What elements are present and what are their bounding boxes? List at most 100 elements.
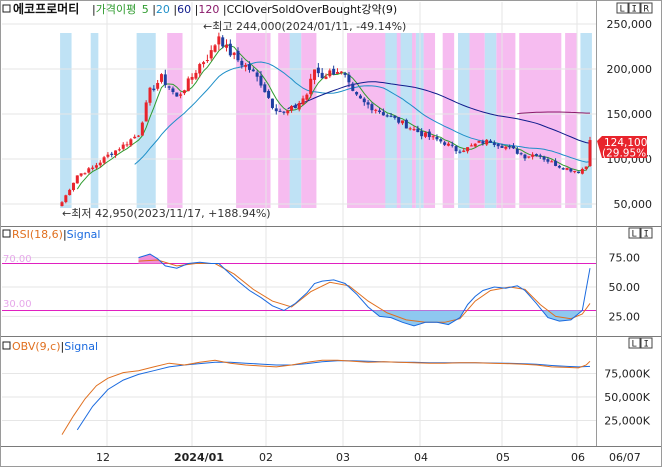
obv-y-tick-label: 50,000K — [604, 391, 650, 404]
rsi-line — [138, 253, 591, 327]
candle-body — [401, 120, 405, 124]
rsi-panel — [2, 253, 596, 327]
candle-body — [179, 94, 183, 96]
candle-body — [225, 44, 229, 48]
candle-body — [492, 142, 496, 145]
candle-body — [186, 78, 190, 92]
candle-body — [584, 166, 588, 169]
rsi-legend-label: RSI(18,6) — [12, 228, 63, 241]
rsi-signal-line — [138, 259, 591, 323]
candle-body — [519, 153, 523, 155]
candle-body — [489, 140, 493, 143]
oversold-zone-band — [484, 33, 497, 208]
candle-body — [102, 157, 106, 163]
overbought-zone-band — [423, 33, 436, 208]
obv-panel-controls: L I — [628, 337, 653, 350]
candle-body — [60, 202, 64, 206]
candle-body — [282, 111, 286, 113]
candle-body — [301, 98, 305, 105]
candle-body — [129, 139, 133, 146]
overbought-zone-band — [565, 33, 577, 208]
price-ctrl-button-l[interactable]: L — [616, 2, 629, 15]
candle-body — [156, 82, 160, 89]
candle-body — [466, 147, 470, 152]
legend-cci-label: CCIOverSoldOverBought강약(9) — [227, 2, 398, 16]
candle-body — [240, 60, 244, 66]
x-tick-label: 04 — [414, 451, 428, 464]
price-ctrl-button-i[interactable]: I — [628, 2, 641, 15]
candle-body — [175, 92, 179, 97]
legend-ma20-label: 20 — [156, 3, 170, 16]
candle-body — [309, 78, 313, 95]
obv-ctrl-button-i[interactable]: I — [640, 337, 653, 350]
candle-body — [435, 136, 439, 140]
candle-body — [251, 69, 255, 72]
rsi-level-70-label: 70.00 — [3, 254, 32, 265]
oversold-zone-band — [289, 33, 302, 208]
candle-body — [114, 150, 118, 156]
current-price-tag: 124,100 (29.95%) — [597, 136, 650, 160]
candle-body — [79, 173, 83, 176]
price-tag-change: (29.95%) — [602, 148, 650, 160]
candle-body — [209, 50, 213, 59]
candle-body — [378, 110, 382, 112]
rsi-ctrl-button-i[interactable]: I — [640, 227, 653, 240]
candle-body — [370, 104, 374, 111]
rsi-panel-controls: L I — [628, 227, 653, 240]
candle-body — [531, 154, 535, 157]
x-tick-label: 05 — [496, 451, 510, 464]
candle-body — [362, 98, 366, 103]
candle-body — [504, 146, 508, 149]
candle-body — [458, 151, 462, 153]
candle-body — [247, 64, 251, 70]
candle-body — [293, 105, 297, 109]
oversold-zone-band — [385, 33, 397, 208]
candle-body — [144, 102, 148, 122]
candle-body — [171, 88, 175, 93]
rsi-ctrl-button-l[interactable]: L — [628, 227, 641, 240]
price-ctrl-button-r[interactable]: R — [640, 2, 653, 15]
obv-signal-legend-label: Signal — [64, 340, 98, 353]
candle-body — [332, 68, 336, 75]
candle-body — [554, 160, 558, 166]
candle-body — [110, 153, 114, 155]
candle-body — [83, 173, 87, 175]
oversold-zone-band — [458, 33, 470, 208]
candle-body — [64, 195, 68, 202]
candle-body — [71, 182, 75, 191]
ma60-line — [287, 81, 591, 144]
legend-ma5-label: 5 — [142, 3, 149, 16]
candle-body — [217, 36, 221, 45]
overbought-zone-band — [496, 33, 516, 208]
candle-body — [259, 75, 263, 86]
obv-ctrl-button-l[interactable]: L — [628, 337, 641, 350]
candle-body — [412, 129, 416, 131]
candle-body — [91, 167, 95, 169]
rsi-overbought-fill — [138, 254, 212, 264]
candle-body — [454, 146, 458, 152]
candle-body — [152, 88, 156, 91]
candle-body — [213, 45, 217, 52]
candle-body — [232, 52, 236, 56]
overbought-zone-band — [301, 33, 317, 208]
candle-body — [190, 76, 194, 80]
candle-body — [343, 73, 347, 75]
candle-body — [588, 140, 592, 166]
candle-body — [94, 165, 98, 168]
overbought-zone-band — [236, 33, 271, 208]
stock-title: 에코프로머티 — [13, 1, 79, 16]
candle-body — [278, 110, 282, 112]
candle-body — [534, 154, 538, 156]
candle-body — [148, 87, 152, 103]
candle-body — [194, 72, 198, 79]
x-last-date-label: 06/07 — [609, 451, 641, 464]
candle-body — [324, 76, 328, 79]
candle-body — [469, 145, 473, 147]
candle-body — [385, 115, 389, 117]
candle-body — [366, 102, 370, 105]
candle-body — [542, 156, 546, 160]
price-y-tick-label: 200,000 — [607, 63, 653, 76]
oversold-zone-band — [60, 33, 72, 208]
candle-body — [577, 171, 581, 174]
candle-body — [159, 74, 163, 82]
